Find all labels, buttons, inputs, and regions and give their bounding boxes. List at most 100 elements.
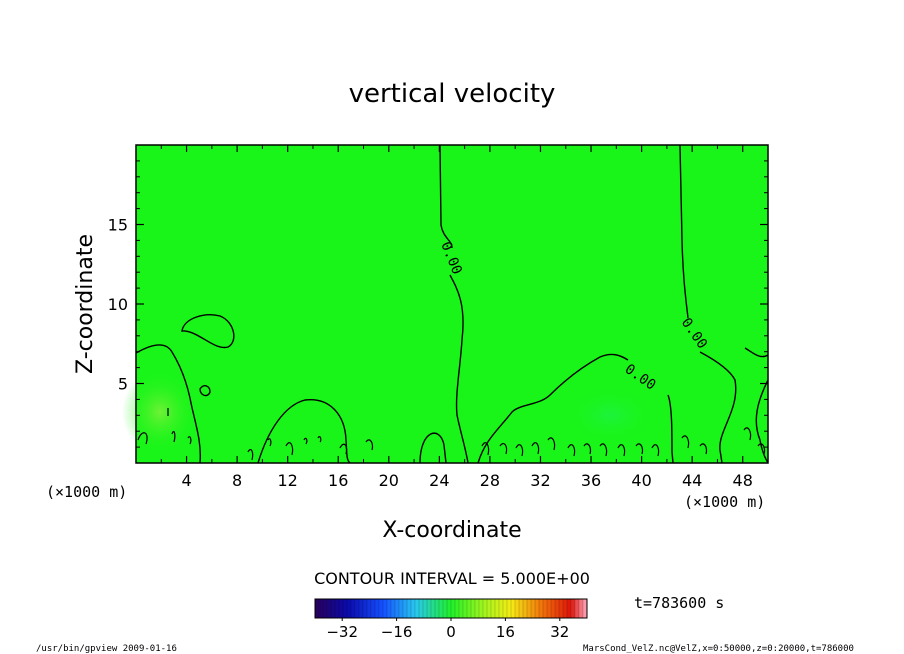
colorbar-segment xyxy=(486,598,492,619)
colorbar-segment xyxy=(470,598,476,619)
colorbar-segment xyxy=(566,598,572,619)
x-tick-label: 20 xyxy=(379,471,399,490)
colorbar-segment xyxy=(362,598,368,619)
colorbar-segment xyxy=(526,598,532,619)
colorbar-segment xyxy=(458,598,464,619)
colorbar-segment xyxy=(338,598,344,619)
y-tick-label: 5 xyxy=(118,375,128,394)
colorbar-segment xyxy=(578,598,584,619)
x-unit-left: (×1000 m) xyxy=(46,483,127,501)
colorbar-segment xyxy=(570,598,576,619)
colorbar-segment xyxy=(518,598,524,619)
negative-patch xyxy=(565,387,655,443)
x-tick-label: 48 xyxy=(733,471,753,490)
colorbar-segment xyxy=(382,598,388,619)
colorbar-segment xyxy=(502,598,508,619)
colorbar-segment xyxy=(490,598,496,619)
plot-field xyxy=(136,145,768,463)
colorbar-segment xyxy=(414,598,420,619)
colorbar-segment xyxy=(454,598,460,619)
colorbar-segment xyxy=(574,598,580,619)
colorbar-segment xyxy=(506,598,512,619)
x-axis-ticks: 4 8 12 16 20 24 28 32 36 40 44 48 xyxy=(160,145,753,490)
positive-patch xyxy=(122,370,198,454)
time-label: t=783600 s xyxy=(634,594,724,612)
colorbar-segment xyxy=(558,598,564,619)
y-tick-label: 10 xyxy=(108,295,128,314)
x-tick-label: 8 xyxy=(232,471,242,490)
colorbar-tick-label: −32 xyxy=(326,623,358,641)
colorbar-segment xyxy=(378,598,384,619)
colorbar-segment xyxy=(402,598,408,619)
colorbar-segment xyxy=(482,598,488,619)
colorbar-segment xyxy=(314,598,320,619)
colorbar-segment xyxy=(438,598,444,619)
colorbar-segment xyxy=(562,598,568,619)
x-tick-label: 16 xyxy=(328,471,348,490)
colorbar-segment xyxy=(474,598,480,619)
colorbar-segment xyxy=(406,598,412,619)
colorbar-segment xyxy=(350,598,356,619)
colorbar-segment xyxy=(554,598,560,619)
footer-right: MarsCond_VelZ.nc@VelZ,x=0:50000,z=0:2000… xyxy=(583,644,854,654)
colorbar-segment xyxy=(434,598,440,619)
colorbar-segment xyxy=(538,598,544,619)
contour-interval: CONTOUR INTERVAL = 5.000E+00 xyxy=(314,569,590,588)
colorbar-segment xyxy=(462,598,468,619)
colorbar-segment xyxy=(322,598,328,619)
colorbar-segment xyxy=(450,598,456,619)
colorbar-tick-label: 32 xyxy=(550,623,569,641)
colorbar-segment xyxy=(398,598,404,619)
surface-contour-wiggles xyxy=(137,408,766,461)
y-axis-ticks: 5 10 15 xyxy=(108,160,768,448)
colorbar-segment xyxy=(326,598,332,619)
colorbar-segment xyxy=(478,598,484,619)
colorbar-segment xyxy=(514,598,520,619)
colorbar-tick-label: −16 xyxy=(381,623,413,641)
colorbar-segment xyxy=(354,598,360,619)
colorbar-segment xyxy=(370,598,376,619)
colorbar-segment xyxy=(374,598,380,619)
colorbar-tick-label: 16 xyxy=(496,623,515,641)
contour-lines xyxy=(135,144,769,464)
colorbar-segment xyxy=(494,598,500,619)
colorbar-segment xyxy=(410,598,416,619)
colorbar-segment xyxy=(390,598,396,619)
colorbar-segment xyxy=(330,598,336,619)
colorbar-segment xyxy=(522,598,528,619)
y-tick-label: 15 xyxy=(108,216,128,235)
colorbar-segment xyxy=(358,598,364,619)
x-axis-label: X-coordinate xyxy=(382,518,521,543)
colorbar-segment xyxy=(346,598,352,619)
colorbar-segment xyxy=(446,598,452,619)
colorbar-segment xyxy=(546,598,552,619)
x-tick-label: 4 xyxy=(181,471,191,490)
colorbar-segment xyxy=(430,598,436,619)
x-tick-label: 28 xyxy=(480,471,500,490)
colorbar-segment xyxy=(394,598,400,619)
colorbar-segment xyxy=(530,598,536,619)
x-tick-label: 36 xyxy=(581,471,601,490)
x-tick-label: 40 xyxy=(631,471,651,490)
colorbar-segment xyxy=(466,598,472,619)
colorbar-ticks: −32 −16 0 16 32 xyxy=(326,618,569,641)
x-tick-label: 12 xyxy=(278,471,298,490)
colorbar-segment xyxy=(442,598,448,619)
x-tick-label: 32 xyxy=(530,471,550,490)
x-unit-right: (×1000 m) xyxy=(684,493,765,511)
footer-left: /usr/bin/gpview 2009-01-16 xyxy=(36,644,177,654)
x-tick-label: 24 xyxy=(429,471,449,490)
colorbar-segment xyxy=(542,598,548,619)
colorbar-segment xyxy=(418,598,424,619)
colorbar-segment xyxy=(366,598,372,619)
colorbar-segment xyxy=(510,598,516,619)
colorbar-segment xyxy=(550,598,556,619)
colorbar-tick-label: 0 xyxy=(446,623,456,641)
colorbar-segment xyxy=(498,598,504,619)
y-axis-label: Z-coordinate xyxy=(73,234,98,374)
colorbar-segment xyxy=(426,598,432,619)
chart-title: vertical velocity xyxy=(349,79,556,109)
colorbar xyxy=(314,598,588,619)
x-tick-label: 44 xyxy=(682,471,702,490)
